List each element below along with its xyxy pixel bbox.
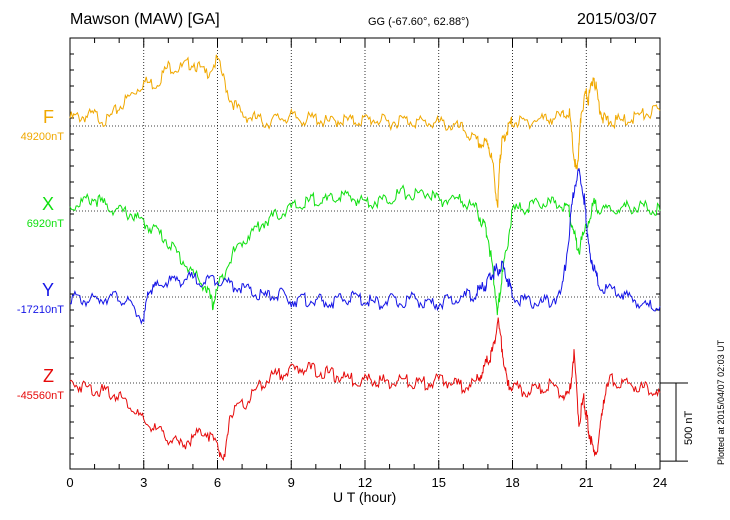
x-tick-label-6: 6 — [214, 475, 221, 490]
x-tick-label-3: 3 — [140, 475, 147, 490]
x-tick-label-18: 18 — [505, 475, 519, 490]
channel-baseline-x: 6920nT — [26, 218, 64, 230]
channel-label-f: F — [43, 107, 54, 127]
channel-baseline-y: -17210nT — [16, 304, 64, 316]
channel-label-y: Y — [41, 280, 54, 300]
channel-label-z: Z — [43, 366, 54, 386]
date-label: 2015/03/07 — [577, 11, 658, 28]
x-tick-label-0: 0 — [66, 475, 73, 490]
series-line-f — [69, 54, 661, 208]
x-tick-label-12: 12 — [358, 475, 372, 490]
x-tick-label-15: 15 — [432, 475, 446, 490]
station-title: Mawson (MAW) [GA] — [70, 11, 220, 28]
scale-bar-label: 500 nT — [683, 410, 695, 445]
x-tick-label-21: 21 — [579, 475, 593, 490]
series-line-z — [69, 317, 661, 462]
coordinates-label: GG (-67.60°, 62.88°) — [368, 16, 470, 28]
channel-label-x: X — [41, 194, 54, 214]
channel-baseline-f: 49200nT — [20, 131, 64, 143]
x-tick-label-9: 9 — [288, 475, 295, 490]
series-line-y — [70, 168, 661, 325]
x-axis-label: U T (hour) — [333, 489, 397, 505]
channel-baseline-z: -45560nT — [16, 390, 64, 402]
x-tick-label-24: 24 — [653, 475, 667, 490]
series-line-x — [69, 184, 661, 316]
